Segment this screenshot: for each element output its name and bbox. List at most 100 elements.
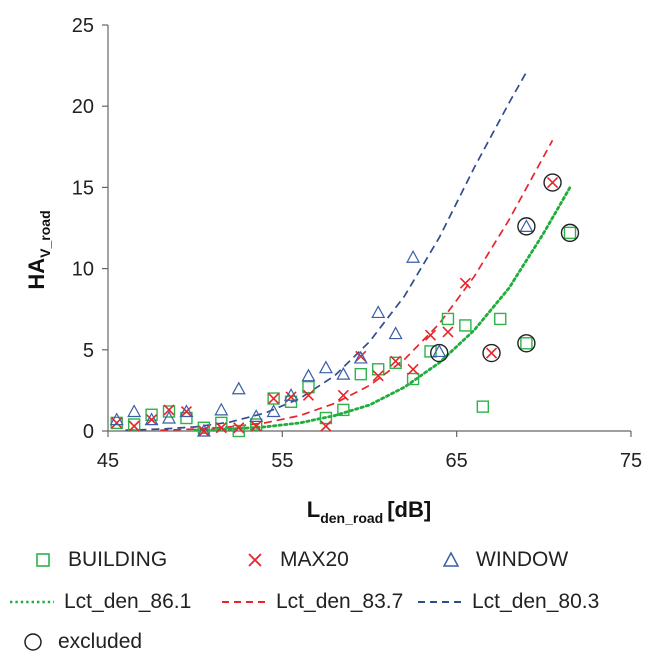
dashed-line-icon: [222, 601, 266, 603]
max20-point: [163, 404, 175, 416]
max20-point: [233, 422, 245, 434]
y-axis-title: HAV_road: [24, 210, 53, 289]
max20-point: [459, 277, 471, 289]
legend-label-lct-80: Lct_den_80.3: [472, 590, 600, 613]
building-point: [232, 424, 245, 438]
window-point: [231, 381, 246, 395]
building-point: [441, 312, 455, 326]
fit-lines: [125, 71, 572, 432]
building-point: [372, 363, 385, 376]
window-point: [127, 404, 142, 418]
x-axis-title-unit: [dB]: [387, 497, 431, 522]
excluded-point: [430, 343, 449, 363]
x-tick-label: 75: [620, 450, 642, 472]
legend-label-max20: MAX20: [280, 548, 349, 571]
excluded-point: [517, 334, 536, 353]
x-tick-label: 65: [446, 450, 468, 472]
window-point: [266, 404, 281, 418]
building-point: [249, 418, 263, 431]
cross-marker-icon: [248, 553, 262, 567]
building-point: [406, 372, 420, 386]
legend-item-window: WINDOW: [440, 546, 568, 574]
max20-point: [268, 392, 280, 405]
window-point: [318, 360, 333, 374]
max20-point: [442, 326, 454, 338]
legend-item-lct-80: Lct_den_80.3: [416, 588, 599, 616]
window-point: [519, 219, 534, 232]
window-point: [336, 366, 351, 380]
x-axis-title-main: L: [307, 497, 320, 522]
building-point: [563, 226, 577, 240]
fit-line-lct-den-86-1: [193, 186, 572, 432]
building-point: [197, 421, 211, 434]
y-axis-title-sub: V_road: [37, 210, 53, 257]
window-point: [301, 368, 316, 382]
window-point: [353, 350, 368, 364]
window-point: [249, 409, 264, 422]
excluded-point: [517, 217, 536, 236]
legend-label-lct-86: Lct_den_86.1: [64, 590, 192, 613]
triangle-marker-icon: [442, 551, 460, 567]
max20-point: [337, 389, 349, 401]
y-tick-label: 15: [72, 177, 94, 199]
circle-marker-icon: [24, 633, 42, 651]
building-point: [494, 312, 507, 326]
x-axis-title: Lden_road [dB]: [307, 497, 431, 526]
max20-point: [424, 329, 437, 341]
legend-item-building: BUILDING: [32, 546, 167, 574]
dashed-line-icon: [418, 601, 462, 603]
window-point: [162, 410, 177, 424]
excluded-point: [543, 173, 562, 192]
window-point: [371, 305, 386, 319]
dotted-line-icon: [10, 600, 54, 604]
legend-item-lct-83: Lct_den_83.7: [220, 588, 403, 616]
y-tick-label: 5: [83, 340, 94, 362]
tick-group: 45 55 65 75 0 5 10 15 20 25: [72, 15, 642, 472]
window-point: [109, 412, 124, 426]
building-point: [337, 403, 350, 417]
max20-point: [180, 405, 193, 418]
max20-point: [198, 425, 210, 437]
chart-plot: 45 55 65 75 0 5 10 15 20 25 HAV_road Lden_road [dB…: [24, 15, 642, 526]
max20-point: [355, 350, 367, 362]
legend-label-window: WINDOW: [476, 548, 569, 571]
max20-point: [250, 420, 262, 432]
building-point: [354, 367, 367, 381]
max20-point: [372, 370, 384, 382]
building-point: [389, 356, 402, 369]
building-point: [459, 319, 472, 332]
building-point: [476, 400, 490, 413]
legend-label-building: BUILDING: [68, 548, 168, 571]
building-point: [180, 411, 193, 425]
max20-point: [390, 355, 402, 367]
building-point: [127, 418, 141, 431]
building-point: [302, 380, 315, 394]
y-axis-title-main: HA: [24, 258, 49, 290]
x-tick-label: 45: [97, 450, 119, 472]
fit-line-lct-den-83-7: [160, 139, 554, 432]
max20-point: [146, 414, 158, 426]
y-tick-label: 25: [72, 15, 94, 37]
fit-line-lct-den-80-3: [125, 71, 528, 432]
window-point: [388, 326, 403, 340]
legend-item-excluded: excluded: [22, 628, 142, 656]
legend-item-max20: MAX20: [244, 546, 349, 574]
x-tick-label: 55: [271, 450, 293, 472]
max20-point: [546, 176, 559, 189]
max20-point: [407, 363, 419, 375]
building-point: [319, 411, 333, 425]
window-point: [179, 404, 194, 418]
excluded-point: [560, 223, 580, 243]
max20-point: [320, 420, 332, 432]
y-tick-label: 20: [72, 96, 94, 118]
excluded-point: [482, 343, 501, 363]
max20-point: [302, 389, 315, 401]
max20-point: [485, 347, 498, 359]
building-point: [162, 405, 176, 418]
legend-label-excluded: excluded: [58, 630, 143, 653]
max20-point: [128, 420, 140, 432]
window-point: [406, 249, 421, 263]
y-tick-label: 10: [72, 259, 94, 281]
window-point: [196, 423, 211, 437]
x-axis-title-sub: den_road: [320, 510, 383, 526]
